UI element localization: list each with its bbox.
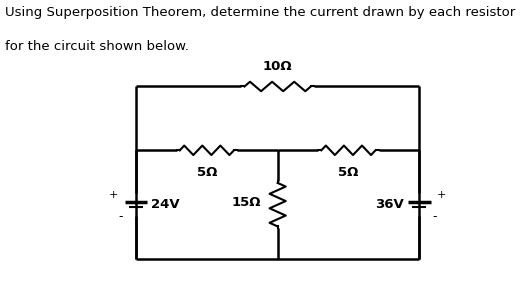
Text: Using Superposition Theorem, determine the current drawn by each resistor: Using Superposition Theorem, determine t… [5,6,515,19]
Text: 24V: 24V [151,198,180,211]
Text: 15Ω: 15Ω [232,196,262,209]
Text: -: - [433,210,437,223]
Text: for the circuit shown below.: for the circuit shown below. [5,40,189,53]
Text: 36V: 36V [375,198,404,211]
Text: +: + [109,190,118,200]
Text: 10Ω: 10Ω [263,60,292,73]
Text: -: - [118,210,123,223]
Text: 5Ω: 5Ω [197,166,217,179]
Text: +: + [436,190,446,200]
Text: 5Ω: 5Ω [338,166,359,179]
